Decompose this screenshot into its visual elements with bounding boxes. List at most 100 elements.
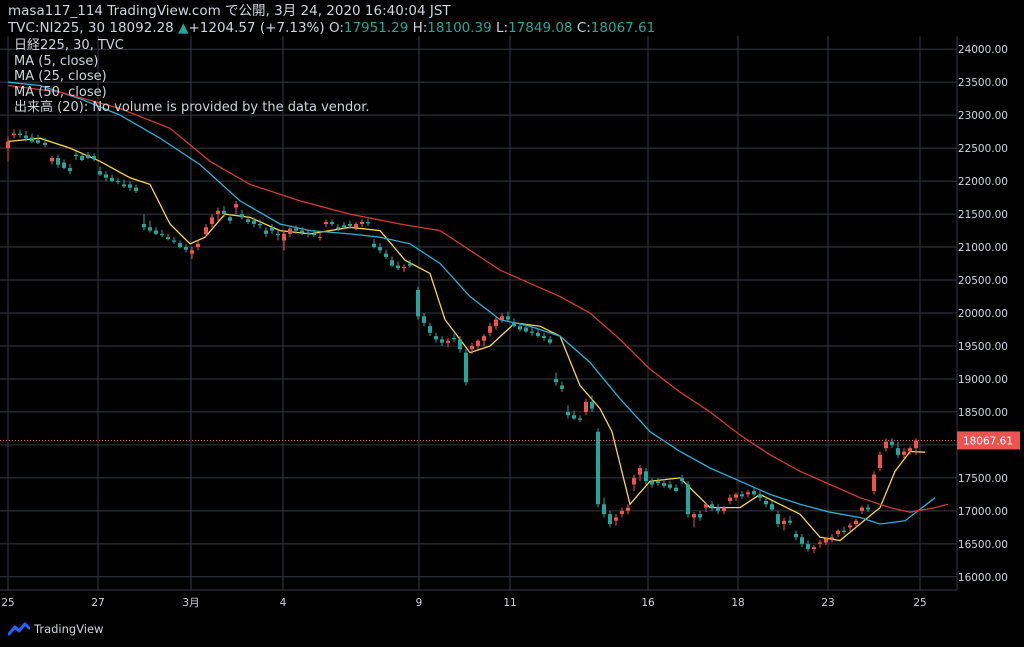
chart-header: masa117_114 TradingView.com で公開, 3月 24, … (8, 3, 655, 37)
candle-body (782, 520, 786, 525)
price-axis[interactable]: 16000.0016500.0017000.0017500.0018000.00… (958, 44, 1008, 584)
candle-body (806, 543, 810, 550)
legend-ma25[interactable]: MA (25, close) (14, 69, 107, 84)
candle (836, 529, 840, 538)
candle-body (12, 133, 16, 135)
candle-body (68, 167, 72, 172)
candle-body (360, 221, 364, 224)
price-tick-label: 18500.00 (958, 407, 1008, 419)
candle-body (300, 230, 304, 233)
candle (782, 517, 786, 531)
candle (98, 166, 102, 176)
candle-body (650, 481, 654, 485)
candle (776, 510, 780, 528)
tradingview-logo[interactable]: TradingView (8, 622, 103, 636)
time-tick-label: 3月 (182, 597, 199, 609)
legend-ma5[interactable]: MA (5, close) (14, 53, 99, 69)
candle (360, 219, 364, 228)
candle-body (470, 345, 474, 350)
last-price-label: 18067.61 (963, 435, 1013, 447)
candle (306, 229, 310, 238)
candle (384, 249, 388, 259)
legend-ma50[interactable]: MA (50, close) (14, 84, 107, 100)
candle (746, 489, 750, 498)
candle-body (428, 326, 432, 333)
candle-body (800, 537, 804, 544)
price-tick-label: 21000.00 (958, 242, 1008, 254)
candle-body (830, 537, 834, 539)
candle-body (264, 230, 268, 234)
candle (446, 338, 450, 348)
legend-symbol[interactable]: 日経225, 30, TVC (14, 38, 124, 53)
candle (408, 260, 412, 268)
legend-volume[interactable]: 出来高 (20): No volume is provided by the d… (14, 100, 370, 115)
candle-body (908, 448, 912, 452)
candle (6, 136, 10, 162)
candle-body (818, 542, 822, 544)
candle (740, 491, 744, 499)
candle-body (608, 514, 612, 525)
candle-body (584, 402, 588, 412)
candle-body (216, 210, 220, 215)
price-tick-label: 16000.00 (958, 572, 1008, 584)
candle (800, 533, 804, 548)
candle (860, 505, 864, 515)
candle-body (172, 240, 176, 242)
candle (184, 243, 188, 253)
candle-body (166, 237, 170, 240)
high-label: H: (412, 20, 428, 36)
candle (866, 504, 870, 513)
candle (134, 184, 138, 193)
publish-info: masa117_114 TradingView.com で公開, 3月 24, … (8, 3, 451, 19)
last-price-tag (957, 431, 1020, 450)
candle-body (196, 243, 200, 248)
candle-body (764, 500, 768, 505)
candle (818, 539, 822, 548)
candle-body (190, 250, 194, 254)
candle-body (692, 514, 696, 518)
candle (578, 415, 582, 422)
candle-body (512, 322, 516, 327)
candle (396, 261, 400, 271)
candle-body (704, 504, 708, 508)
candle (240, 210, 244, 220)
candle (848, 522, 852, 531)
price-change: +1204.57 (+7.13%) (188, 20, 325, 36)
candle-body (50, 158, 54, 162)
candle-body (240, 214, 244, 218)
candle (416, 286, 420, 320)
candle (36, 134, 40, 145)
candle-body (710, 504, 714, 508)
candle (270, 223, 274, 234)
candle (372, 239, 376, 249)
last-price-marker: 18067.61 (0, 431, 1020, 450)
candle (758, 491, 762, 501)
candle (704, 502, 708, 513)
candle-body (116, 181, 120, 183)
candle-body (306, 232, 310, 234)
up-arrow-icon: ▲ (178, 20, 189, 36)
candle (554, 372, 558, 386)
time-tick-label: 9 (416, 597, 423, 609)
candle (602, 497, 606, 518)
candle (330, 219, 334, 226)
candle-body (746, 492, 750, 495)
candle (710, 500, 714, 511)
time-tick-label: 11 (503, 597, 516, 609)
candle-body (836, 530, 840, 534)
candle (902, 448, 906, 459)
candle (680, 474, 684, 485)
open-label: O: (328, 20, 344, 36)
candle-body (848, 525, 852, 528)
candle (110, 174, 114, 183)
candle-body (372, 243, 376, 248)
candle-body (776, 514, 780, 525)
candle (252, 217, 256, 228)
price-tick-label: 21500.00 (958, 209, 1008, 221)
candle (282, 230, 286, 251)
time-axis[interactable]: 25 27 3月 4 9 11 16 18 23 25 (1, 597, 926, 609)
candle-body (578, 418, 582, 420)
candle-body (452, 338, 456, 340)
candle-body (276, 233, 280, 236)
